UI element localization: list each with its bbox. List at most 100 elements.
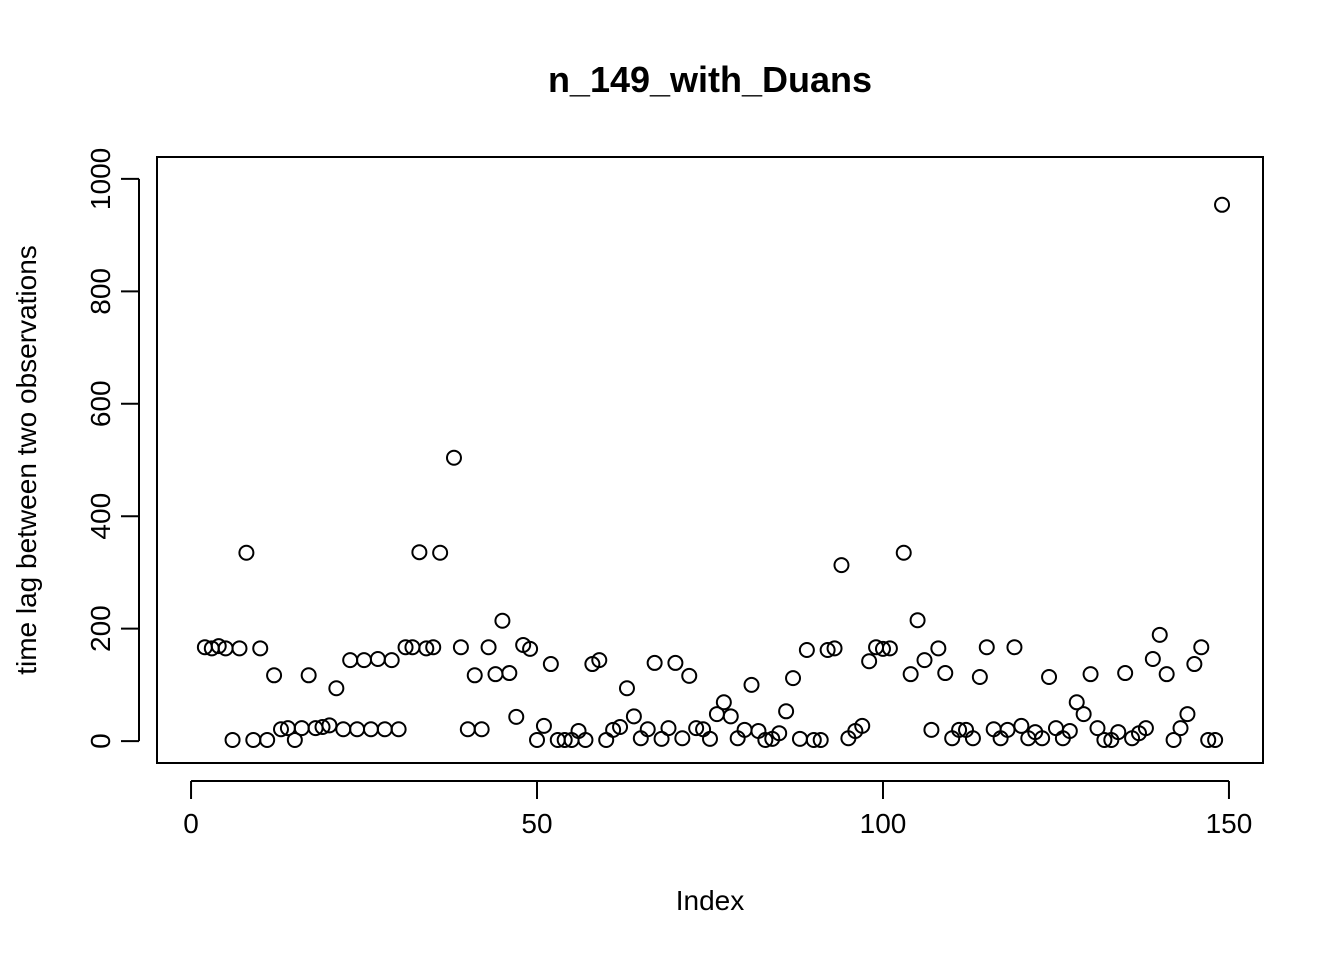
point — [812, 731, 829, 748]
point — [874, 640, 891, 657]
point — [293, 720, 310, 737]
point — [826, 640, 843, 657]
point — [916, 652, 933, 669]
point — [785, 670, 802, 687]
point — [266, 667, 283, 684]
point — [722, 708, 739, 725]
point — [1193, 639, 1210, 656]
y-tick-label: 600 — [85, 380, 116, 427]
point — [674, 730, 691, 747]
point — [964, 730, 981, 747]
point — [362, 721, 379, 738]
point — [625, 708, 642, 725]
point — [646, 654, 663, 671]
point — [750, 722, 767, 739]
point — [881, 640, 898, 657]
point — [252, 640, 269, 657]
point — [778, 703, 795, 720]
point — [542, 656, 559, 673]
point — [473, 721, 490, 738]
point — [591, 652, 608, 669]
point — [356, 652, 373, 669]
point — [1186, 656, 1203, 673]
point — [632, 730, 649, 747]
point — [314, 719, 331, 736]
point — [688, 720, 705, 737]
point — [1137, 720, 1154, 737]
point — [245, 731, 262, 748]
point — [272, 721, 289, 738]
point — [854, 717, 871, 734]
point — [556, 731, 573, 748]
x-tick-label: 0 — [183, 808, 199, 839]
point — [1034, 730, 1051, 747]
point — [702, 730, 718, 747]
point — [487, 666, 504, 683]
point — [1061, 722, 1078, 739]
point — [791, 730, 808, 747]
point — [231, 640, 248, 657]
point — [985, 721, 1002, 738]
point — [715, 694, 732, 711]
point — [861, 653, 878, 670]
y-tick-label: 200 — [85, 605, 116, 652]
point — [605, 721, 622, 738]
point — [909, 612, 926, 629]
point — [1207, 731, 1224, 748]
point — [667, 654, 684, 671]
point — [598, 731, 615, 748]
point — [1006, 639, 1023, 656]
point — [618, 680, 635, 697]
point — [466, 667, 483, 684]
point — [1214, 196, 1231, 213]
x-axis-label: Index — [676, 885, 745, 916]
point — [895, 544, 912, 561]
y-tick-label: 400 — [85, 493, 116, 540]
point — [480, 639, 497, 656]
point — [335, 721, 352, 738]
point — [805, 731, 822, 748]
point — [1165, 731, 1182, 748]
point — [1151, 626, 1168, 643]
point — [1117, 665, 1134, 682]
point — [639, 721, 656, 738]
point — [1110, 724, 1127, 741]
point — [660, 720, 677, 737]
point — [937, 665, 954, 682]
point — [445, 449, 462, 466]
point — [1096, 731, 1113, 748]
point — [397, 639, 414, 656]
point — [1075, 706, 1092, 723]
x-tick-label: 150 — [1206, 808, 1253, 839]
point — [978, 639, 995, 656]
y-tick-label: 0 — [85, 733, 116, 749]
point — [501, 665, 518, 682]
point — [1200, 731, 1217, 748]
point — [376, 721, 393, 738]
point — [798, 642, 815, 659]
point — [1047, 720, 1064, 737]
point — [411, 544, 428, 561]
point — [923, 721, 940, 738]
plot-box — [156, 156, 1264, 764]
point — [1068, 694, 1085, 711]
point — [494, 612, 511, 629]
y-tick-label: 800 — [85, 268, 116, 315]
point — [390, 721, 407, 738]
point — [286, 731, 303, 748]
point — [508, 708, 525, 725]
point — [238, 544, 255, 561]
x-tick-label: 50 — [521, 808, 552, 839]
point — [529, 731, 546, 748]
point — [418, 640, 435, 657]
y-axis-label: time lag between two observations — [11, 245, 42, 675]
point — [570, 722, 587, 739]
point — [951, 721, 968, 738]
point — [577, 731, 594, 748]
point — [1082, 666, 1099, 683]
point — [1144, 651, 1161, 668]
point — [432, 544, 449, 561]
point — [1179, 706, 1196, 723]
point — [383, 652, 400, 669]
point — [452, 639, 469, 656]
